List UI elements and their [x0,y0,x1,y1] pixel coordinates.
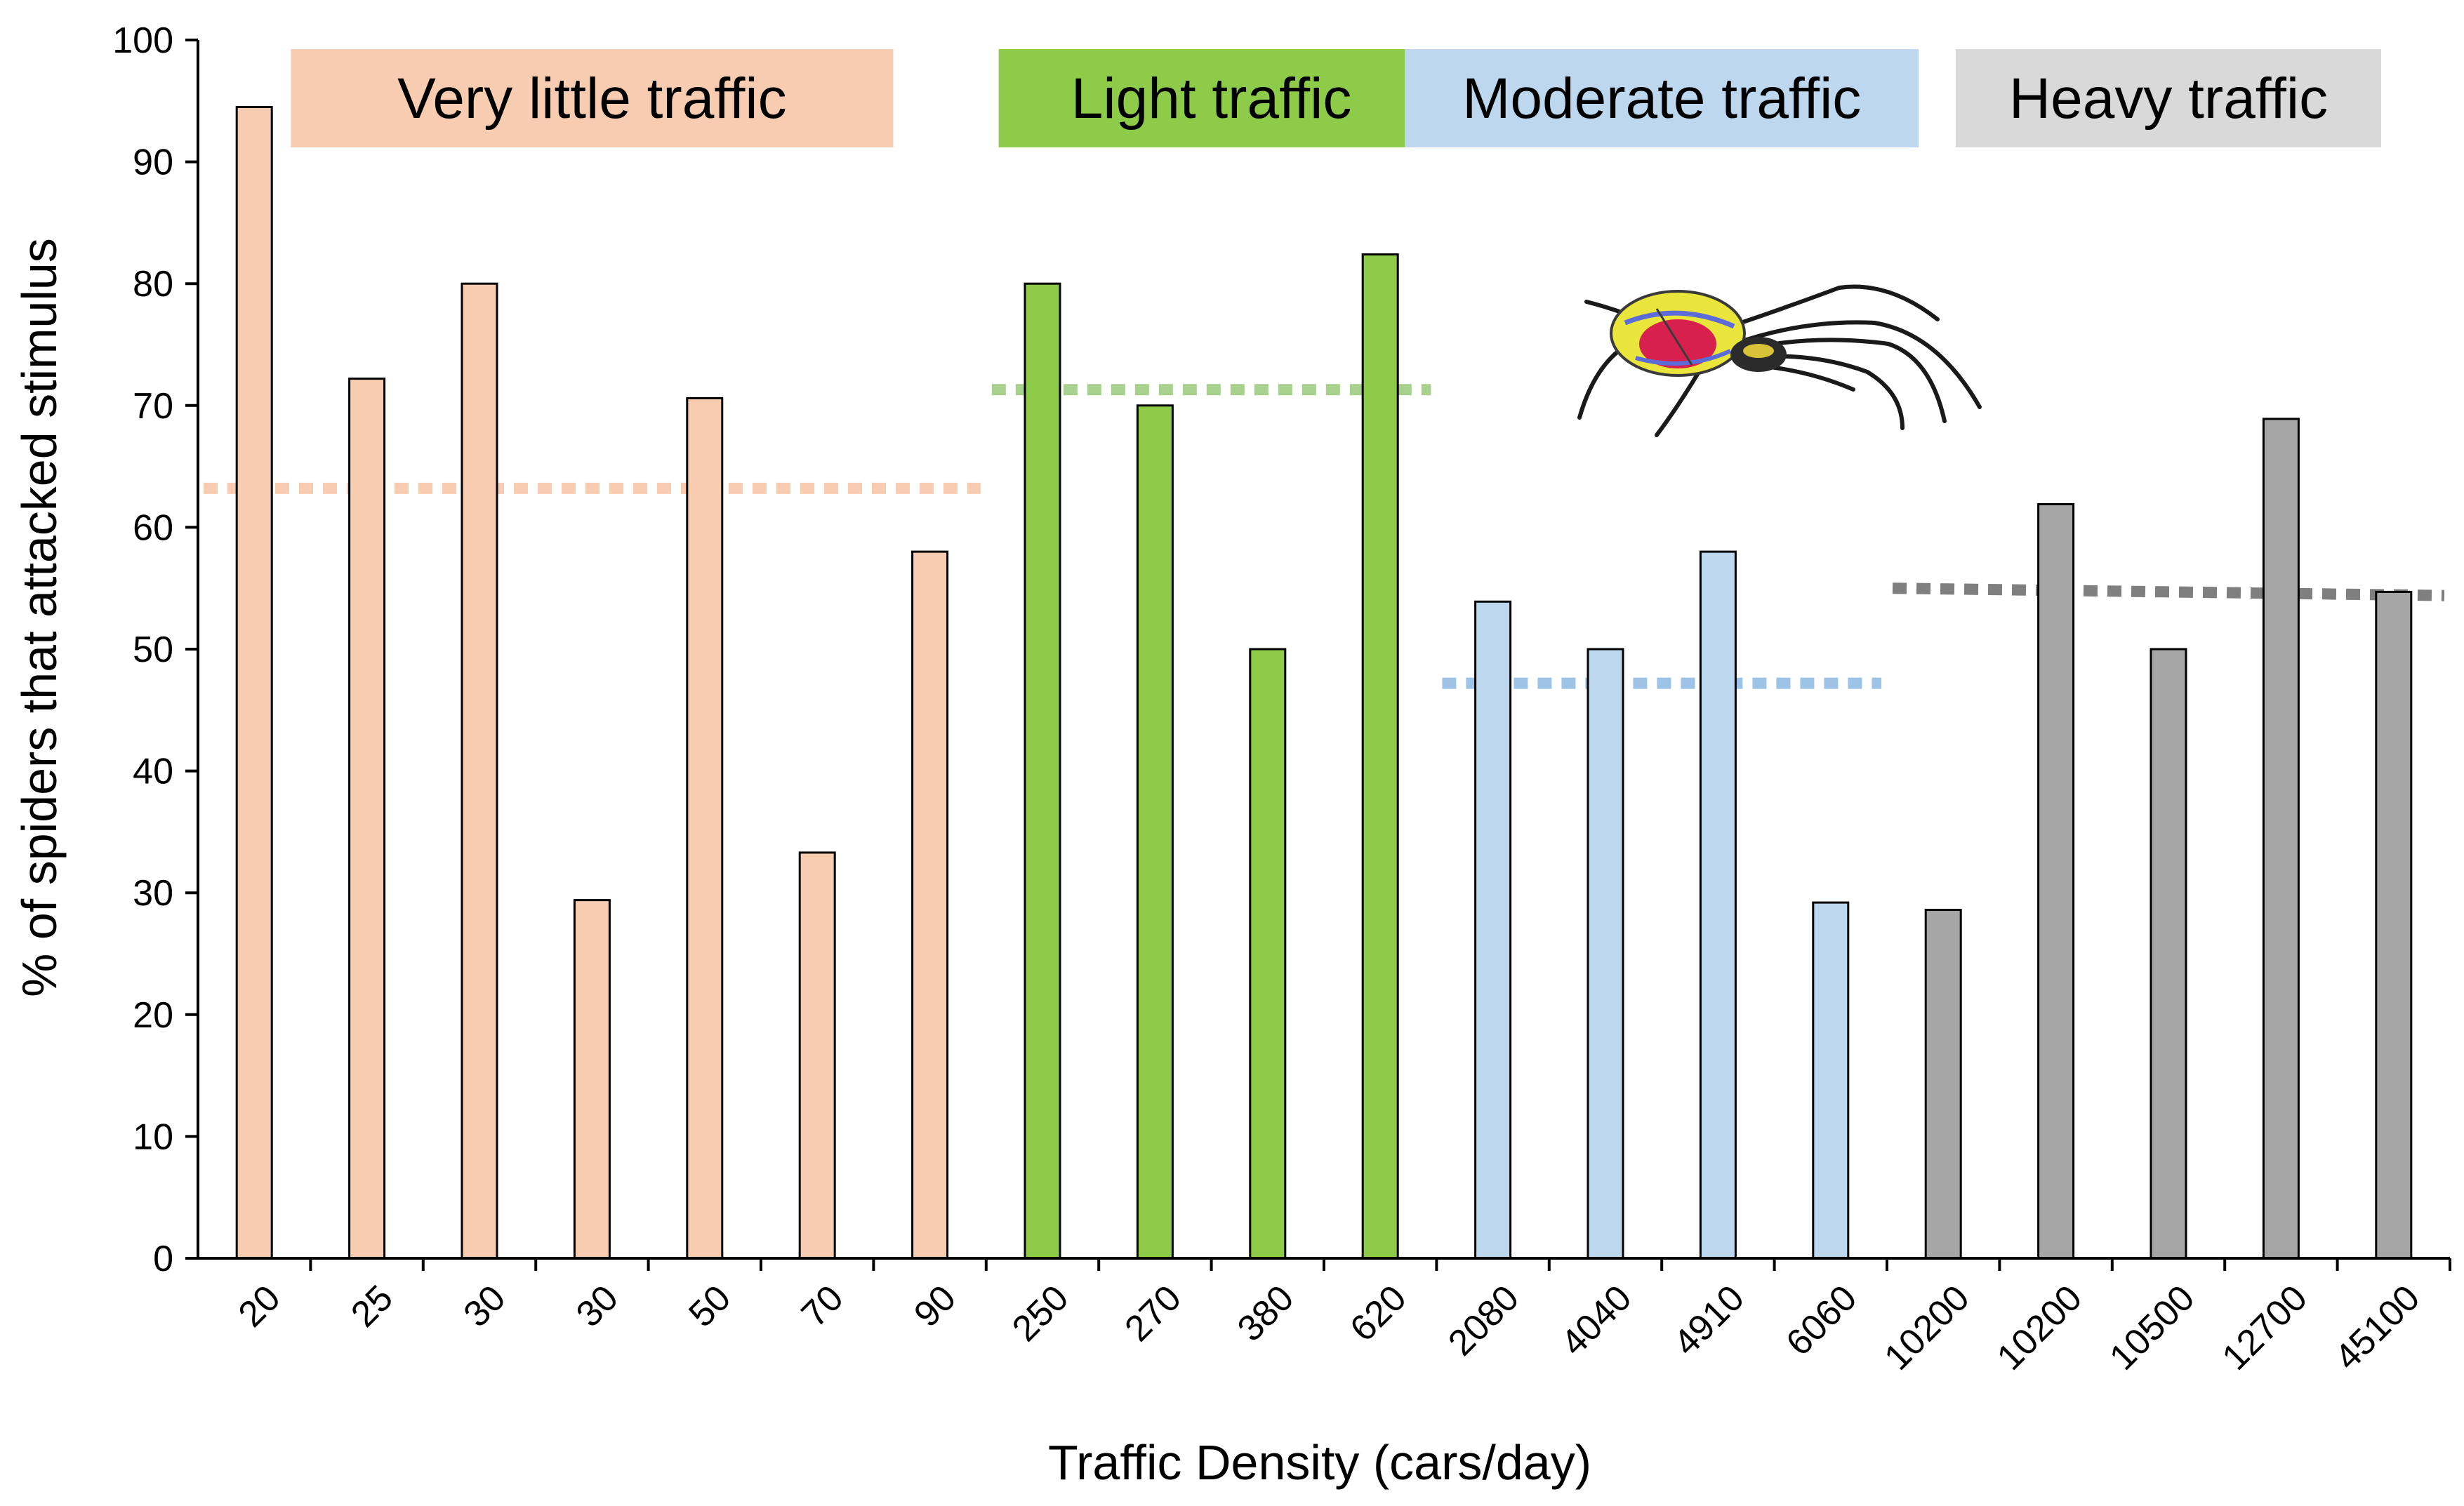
bar [911,550,949,1260]
bar [1136,404,1174,1260]
y-tick-label: 30 [133,873,173,914]
bar [2150,648,2187,1260]
y-tick-label: 50 [133,629,173,670]
group-mean-line [1892,582,2445,601]
bar [1474,600,1512,1260]
x-tick-label: 10200 [1989,1277,2090,1378]
group-labels-layer: Very little traffic Light traffic Moderate… [291,49,2381,147]
x-tick-label: 45100 [2327,1277,2427,1378]
y-tick-label: 10 [133,1117,173,1157]
bar [2375,590,2413,1260]
bar [573,899,611,1260]
y-tick-label: 20 [133,995,173,1036]
x-tick-label: 50 [681,1277,738,1335]
x-tick-label: 70 [794,1277,852,1335]
bar [1812,901,1850,1260]
bars-layer [235,105,2413,1260]
y-tick-label: 100 [112,20,173,61]
x-tick-label: 380 [1230,1277,1301,1349]
group-label: Very little traffic [397,67,786,131]
group-label: Light traffic [1071,67,1352,131]
x-tick-label: 25 [343,1277,401,1335]
bar [1024,282,1061,1260]
x-tick-label: 20 [231,1277,289,1335]
group-label: Moderate traffic [1462,67,1861,131]
x-tick-label: 90 [906,1277,964,1335]
x-tick-label: 250 [1005,1277,1076,1349]
bar [686,397,724,1260]
x-tick-label: 4910 [1666,1277,1752,1364]
bar [461,282,498,1260]
x-tick-label: 270 [1118,1277,1189,1349]
bar [1924,909,1962,1260]
bar [235,105,273,1260]
y-axis-title: % of spiders that attacked stimulus [12,238,67,997]
x-tick-label: 30 [569,1277,626,1335]
bar [2037,502,2075,1260]
y-tick-label: 40 [133,752,173,792]
group-label-box [1405,49,1919,147]
x-tick-label: 12700 [2215,1277,2315,1378]
group-label-box [998,49,1424,147]
bar [348,378,386,1260]
x-axis-title: Traffic Density (cars/day) [1048,1435,1591,1490]
y-tick-label: 0 [153,1239,173,1279]
x-tick-label: 2080 [1440,1277,1527,1364]
bar [1587,648,1624,1260]
bar [1249,648,1287,1260]
x-tick-label: 4040 [1554,1277,1640,1364]
x-tick-label: 10200 [1876,1277,1977,1378]
y-tick-label: 70 [133,386,173,427]
bar [1361,253,1399,1260]
y-tick-label: 90 [133,142,173,183]
group-label-box [291,49,894,147]
group-label-box [1956,49,2381,147]
mean-lines-layer [204,384,2445,689]
bar [2262,418,2300,1260]
spider-icon [1577,284,1982,437]
bar [798,851,836,1260]
y-tick-label: 60 [133,507,173,548]
y-tick-label: 80 [133,264,173,305]
x-tick-label: 30 [456,1277,514,1335]
group-label: Heavy traffic [2009,67,2328,131]
x-tick-label: 10500 [2102,1277,2202,1378]
bar [1699,550,1737,1260]
x-tick-label: 6060 [1778,1277,1864,1364]
x-tick-label: 620 [1342,1277,1414,1349]
